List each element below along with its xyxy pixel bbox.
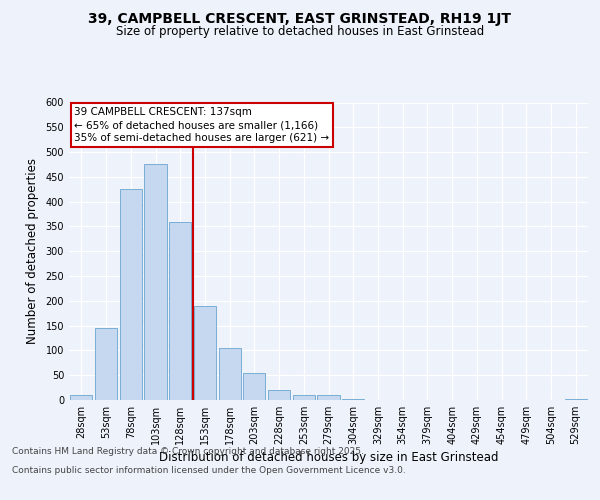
Bar bbox=[70, 395, 92, 400]
Text: Contains HM Land Registry data © Crown copyright and database right 2025.: Contains HM Land Registry data © Crown c… bbox=[12, 448, 364, 456]
Y-axis label: Number of detached properties: Number of detached properties bbox=[26, 158, 38, 344]
Bar bbox=[145, 164, 167, 400]
Bar bbox=[565, 399, 587, 400]
Bar bbox=[243, 372, 265, 400]
X-axis label: Distribution of detached houses by size in East Grinstead: Distribution of detached houses by size … bbox=[159, 451, 498, 464]
Text: Contains public sector information licensed under the Open Government Licence v3: Contains public sector information licen… bbox=[12, 466, 406, 475]
Bar bbox=[293, 395, 315, 400]
Bar bbox=[268, 390, 290, 400]
Bar bbox=[317, 395, 340, 400]
Bar bbox=[218, 348, 241, 400]
Text: 39, CAMPBELL CRESCENT, EAST GRINSTEAD, RH19 1JT: 39, CAMPBELL CRESCENT, EAST GRINSTEAD, R… bbox=[89, 12, 511, 26]
Bar bbox=[95, 328, 117, 400]
Bar bbox=[342, 398, 364, 400]
Text: 39 CAMPBELL CRESCENT: 137sqm
← 65% of detached houses are smaller (1,166)
35% of: 39 CAMPBELL CRESCENT: 137sqm ← 65% of de… bbox=[74, 107, 329, 144]
Text: Size of property relative to detached houses in East Grinstead: Size of property relative to detached ho… bbox=[116, 25, 484, 38]
Bar bbox=[194, 306, 216, 400]
Bar bbox=[169, 222, 191, 400]
Bar bbox=[119, 190, 142, 400]
